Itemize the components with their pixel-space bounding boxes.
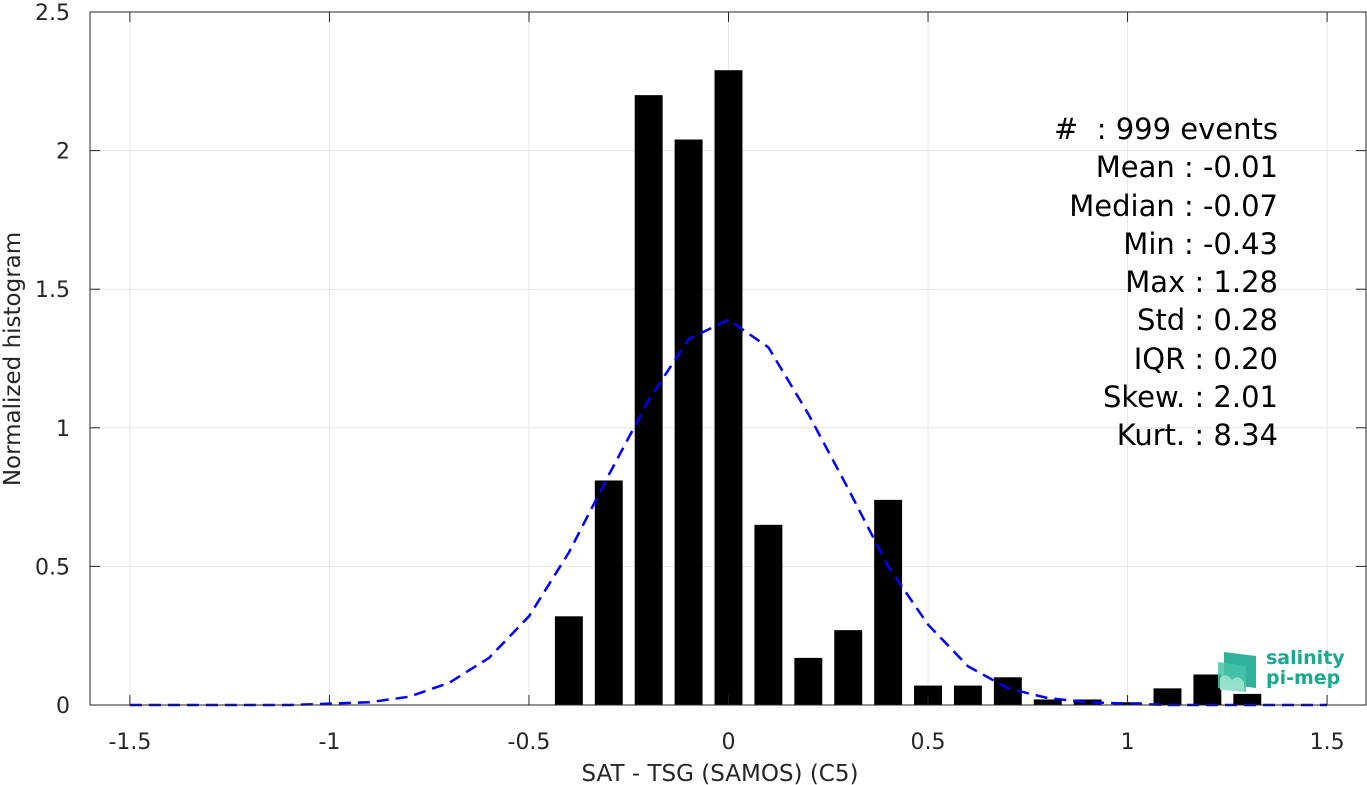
statistics-panel: # : 999 events Mean : -0.01 Median : -0.07… [1054, 110, 1278, 455]
histogram-bar [1153, 688, 1182, 705]
tick-labels: -1.5 -1 -0.5 0 0.5 1 1.5 0 0.5 1 1.5 2 2.5 [35, 1, 1345, 755]
y-tick-label: 1.5 [35, 278, 70, 303]
stat-line: Std : 0.28 [1137, 303, 1278, 338]
y-tick-label: 2 [56, 140, 70, 165]
histogram-bar [1073, 699, 1102, 705]
stat-line: Min : -0.43 [1123, 226, 1278, 261]
histogram-bar [714, 70, 743, 706]
y-tick-label: 2.5 [35, 1, 70, 26]
histogram-bar [1233, 693, 1262, 705]
salinity-pi-mep-logo: salinity pi-mep [1216, 648, 1346, 694]
logo-line-salinity: salinity [1266, 647, 1345, 669]
pi-mep-logo-icon [1218, 652, 1256, 692]
histogram-bar [674, 139, 703, 706]
histogram-bar [594, 480, 623, 705]
x-tick-label: -1.5 [108, 730, 151, 755]
x-axis-label: SAT - TSG (SAMOS) (C5) [582, 761, 859, 785]
x-tick-label: 1.5 [1310, 730, 1345, 755]
histogram-bar [834, 630, 863, 705]
logo-line-pi-mep: pi-mep [1266, 667, 1341, 689]
stat-line: Skew. : 2.01 [1102, 380, 1278, 415]
x-tick-label: 0.5 [911, 730, 946, 755]
histogram-bar [874, 499, 903, 705]
stat-line: IQR : 0.20 [1133, 341, 1278, 376]
y-tick-label: 0 [56, 694, 70, 719]
stat-line: Median : -0.07 [1069, 188, 1278, 223]
histogram-bar [1033, 699, 1062, 705]
histogram-bar [1193, 674, 1222, 705]
x-tick-label: -1 [318, 730, 340, 755]
histogram-bars [554, 70, 1262, 706]
x-tick-label: 1 [1121, 730, 1135, 755]
stat-line: # : 999 events [1054, 112, 1278, 146]
axes [89, 11, 1367, 706]
histogram-bar [754, 524, 783, 705]
x-tick-label: 0 [722, 730, 736, 755]
y-tick-label: 1 [56, 417, 70, 442]
stat-line: Kurt. : 8.34 [1116, 418, 1278, 453]
stat-line: Mean : -0.01 [1095, 150, 1278, 185]
y-tick-label: 0.5 [35, 555, 70, 580]
stat-line: Max : 1.28 [1125, 265, 1278, 300]
y-axis-label: Normalized histogram [0, 232, 26, 486]
histogram-bar [794, 657, 823, 705]
histogram-bar [554, 616, 583, 705]
histogram-bar [953, 685, 982, 705]
x-tick-label: -0.5 [508, 730, 551, 755]
